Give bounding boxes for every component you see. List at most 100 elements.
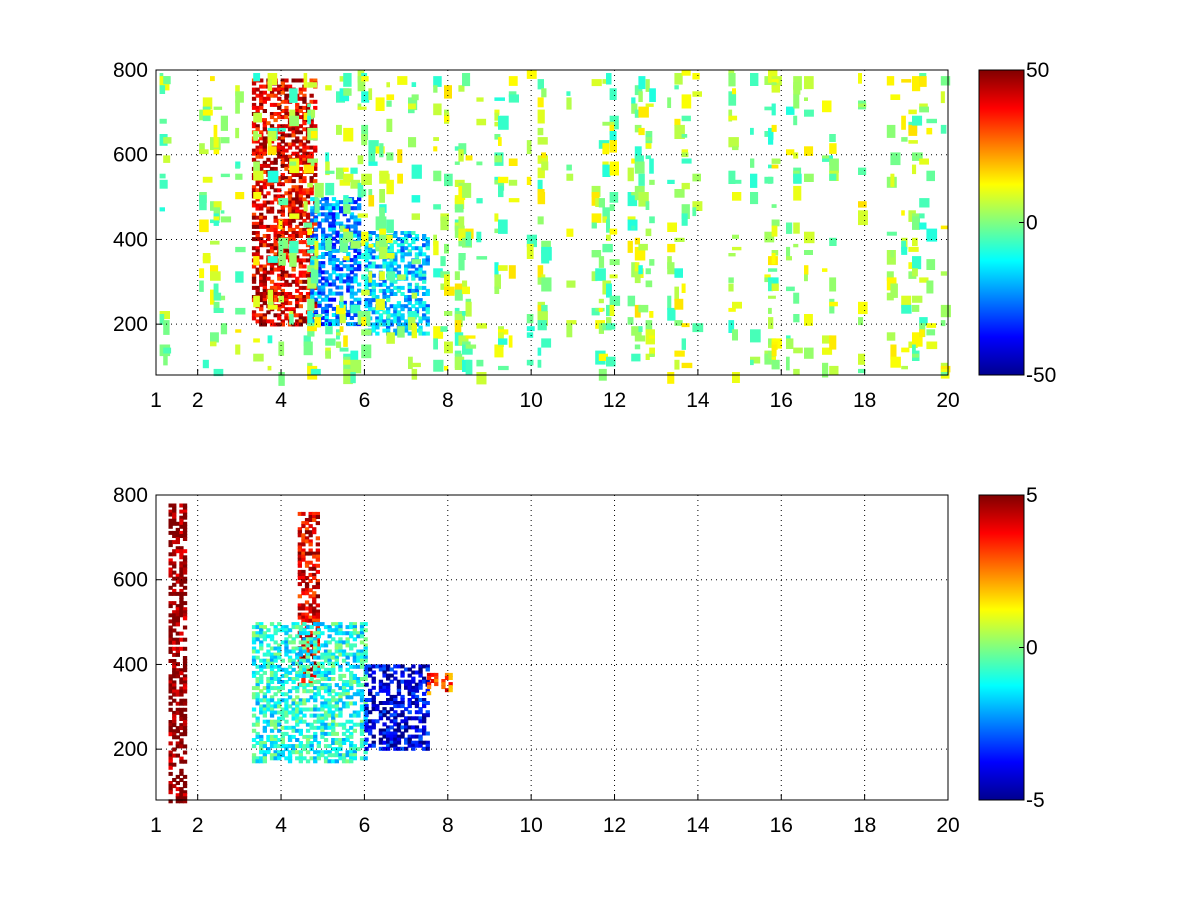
- heatmap-cell: [320, 707, 325, 712]
- heatmap-cell: [298, 234, 303, 238]
- heatmap-cell: [302, 145, 307, 150]
- heatmap-cell: [297, 511, 302, 516]
- heatmap-cell: [356, 689, 361, 694]
- heatmap-cell: [368, 271, 373, 283]
- heatmap-cell: [255, 698, 260, 703]
- heatmap-cell: [179, 799, 184, 804]
- heatmap-cell: [378, 667, 384, 672]
- heatmap-cell: [305, 625, 311, 630]
- heatmap-cell: [168, 790, 173, 795]
- heatmap-cell: [298, 209, 303, 214]
- heatmap-cell: [182, 662, 188, 667]
- heatmap-cell: [323, 677, 329, 681]
- heatmap-cell: [273, 741, 278, 745]
- heatmap-cell: [172, 530, 177, 535]
- heatmap-cell: [262, 96, 267, 101]
- heatmap-cell: [301, 670, 306, 675]
- heatmap-cell: [634, 335, 646, 342]
- heatmap-cell: [324, 279, 329, 284]
- heatmap-cell: [267, 146, 277, 156]
- heatmap-cell: [912, 164, 917, 175]
- heatmap-cell: [269, 322, 275, 327]
- x-tick-label: 10: [519, 389, 542, 412]
- heatmap-cell: [287, 634, 293, 639]
- heatmap-cell: [297, 612, 302, 617]
- heatmap-cell: [262, 163, 267, 168]
- heatmap-cell: [338, 747, 343, 752]
- heatmap-cell: [411, 664, 416, 669]
- heatmap-cell: [308, 511, 313, 516]
- heatmap-cell: [404, 304, 409, 309]
- heatmap-cell: [667, 97, 672, 108]
- heatmap-cell: [298, 753, 303, 758]
- heatmap-cell: [168, 613, 173, 618]
- heatmap-cell: [305, 728, 311, 733]
- heatmap-cell: [378, 313, 384, 318]
- heatmap-cell: [386, 740, 391, 745]
- heatmap-cell: [371, 282, 376, 287]
- heatmap-cell: [253, 161, 260, 176]
- heatmap-cell: [352, 664, 357, 669]
- heatmap-cell: [266, 634, 271, 639]
- heatmap-cell: [338, 628, 343, 633]
- heatmap-cell: [339, 279, 344, 284]
- heatmap-cell: [251, 625, 257, 630]
- heatmap-cell: [295, 234, 300, 238]
- heatmap-cell: [526, 314, 534, 324]
- heatmap-cell: [298, 176, 303, 181]
- heatmap-cell: [400, 240, 405, 245]
- heatmap-cell: [382, 264, 387, 269]
- heatmap-cell: [379, 207, 385, 221]
- heatmap-cell: [359, 695, 365, 700]
- heatmap-cell: [168, 558, 173, 563]
- heatmap-cell: [175, 692, 180, 697]
- heatmap-cell: [280, 151, 285, 156]
- heatmap-cell: [363, 637, 368, 642]
- heatmap-cell: [273, 285, 278, 290]
- heatmap-cell: [454, 204, 464, 213]
- heatmap-cell: [378, 316, 384, 321]
- heatmap-cell: [382, 295, 387, 299]
- heatmap-cell: [771, 204, 777, 208]
- heatmap-cell: [327, 713, 332, 718]
- heatmap-cell: [371, 670, 376, 675]
- heatmap-cell: [912, 115, 923, 126]
- heatmap-cell: [255, 701, 260, 706]
- heatmap-cell: [359, 689, 365, 694]
- heatmap-cell: [175, 576, 180, 581]
- heatmap-cell: [259, 188, 264, 193]
- heatmap-cell: [301, 676, 306, 681]
- heatmap-cell: [345, 625, 350, 630]
- heatmap-cell: [255, 206, 260, 211]
- x-tick-label: 18: [853, 389, 876, 412]
- heatmap-cell: [324, 218, 329, 223]
- heatmap-cell: [389, 740, 394, 745]
- heatmap-cell: [179, 546, 184, 551]
- heatmap-cell: [309, 640, 314, 645]
- heatmap-cell: [389, 264, 394, 269]
- heatmap-cell: [175, 689, 180, 694]
- heatmap-cell: [462, 286, 470, 295]
- heatmap-cell: [298, 707, 303, 712]
- heatmap-cell: [287, 725, 293, 730]
- heatmap-cell: [638, 192, 649, 207]
- heatmap-cell: [359, 661, 365, 666]
- heatmap-cell: [302, 628, 307, 633]
- heatmap-cell: [262, 279, 267, 284]
- heatmap-cell: [168, 741, 173, 746]
- heatmap-cell: [298, 667, 303, 672]
- heatmap-cell: [168, 573, 173, 578]
- heatmap-cell: [269, 719, 275, 724]
- heatmap-cell: [251, 188, 257, 193]
- heatmap-cell: [386, 701, 391, 705]
- heatmap-cell: [422, 285, 427, 290]
- heatmap-cell: [259, 218, 264, 223]
- heatmap-cell: [425, 243, 430, 248]
- heatmap-cell: [262, 84, 267, 89]
- heatmap-cell: [159, 173, 166, 179]
- x-tick-label: 2: [192, 389, 204, 412]
- heatmap-cell: [321, 212, 326, 217]
- heatmap-cell: [404, 737, 409, 742]
- heatmap-cell: [382, 713, 387, 718]
- heatmap-cell: [259, 203, 264, 208]
